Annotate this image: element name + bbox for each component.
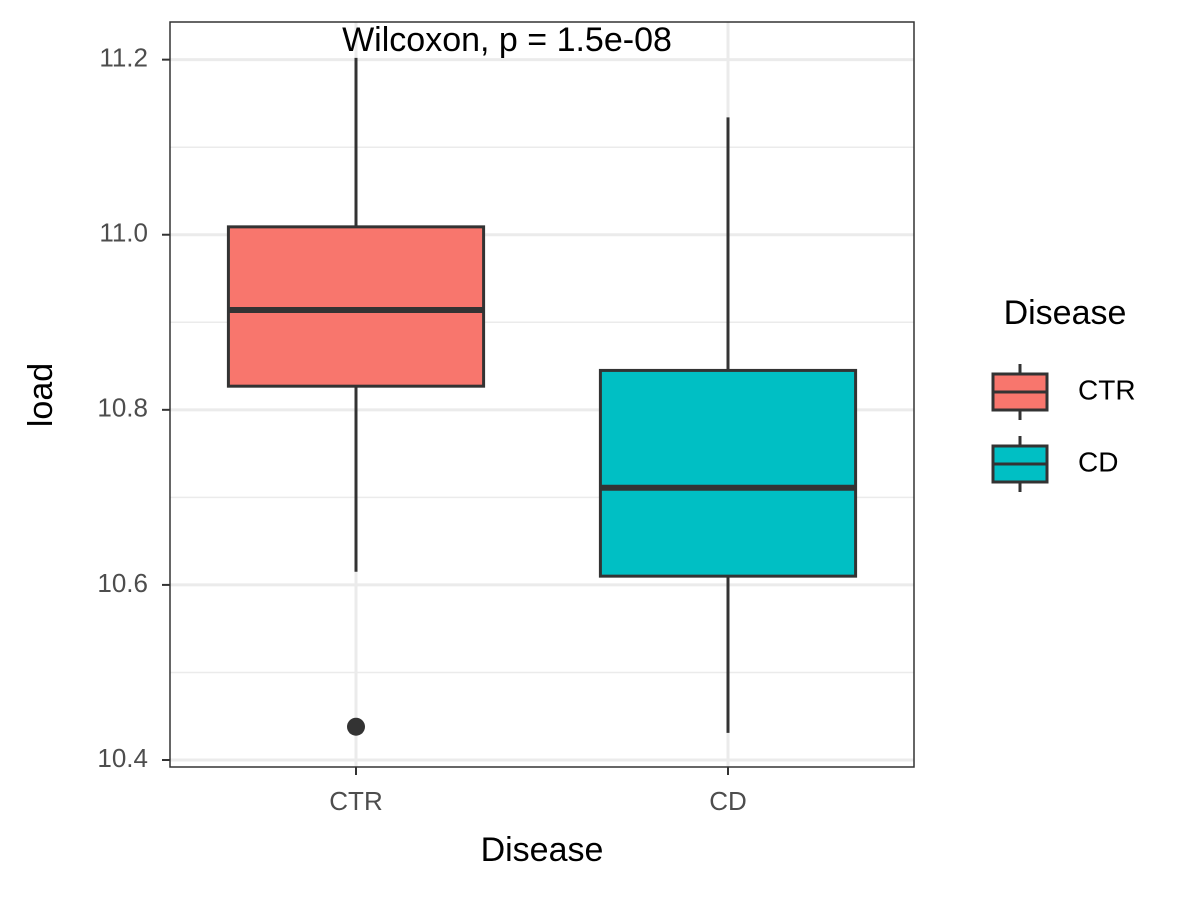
- box: [226, 225, 486, 388]
- plot-border: [169, 21, 915, 768]
- annotation: Wilcoxon, p = 1.5e-08: [342, 21, 672, 59]
- x-tick-label: CD: [709, 786, 747, 816]
- y-axis-title: load: [22, 363, 60, 427]
- y-tick-label: 10.6: [97, 568, 148, 598]
- x-axis-title: Disease: [481, 831, 604, 869]
- outlier: [347, 717, 365, 736]
- y-tick-label: 10.8: [97, 393, 148, 423]
- legend-title: Disease: [1004, 294, 1127, 332]
- y-tick-label: 11.0: [99, 218, 148, 248]
- y-tick-label: 10.4: [97, 743, 148, 773]
- box: [598, 368, 858, 578]
- x-tick-label: CTR: [329, 786, 382, 816]
- legend-label: CTR: [1078, 374, 1136, 405]
- y-tick-label: 11.2: [99, 43, 148, 73]
- legend-label: CD: [1078, 446, 1118, 477]
